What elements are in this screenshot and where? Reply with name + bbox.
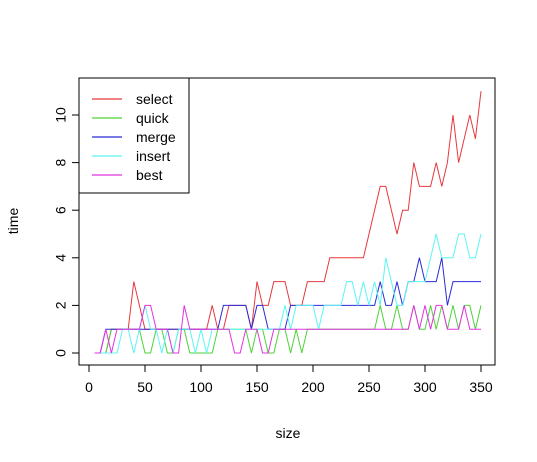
x-tick-label: 250 — [357, 379, 381, 395]
series-line-best — [94, 304, 481, 354]
series-line-merge — [94, 257, 481, 354]
y-tick-label: 8 — [53, 158, 69, 166]
series-layer — [94, 91, 482, 354]
x-tick-label: 0 — [85, 379, 93, 395]
legend-label-select: select — [136, 91, 173, 107]
x-tick-label: 200 — [301, 379, 325, 395]
legend-label-merge: merge — [136, 129, 176, 145]
y-tick-label: 0 — [53, 349, 69, 357]
y-tick-label: 6 — [53, 206, 69, 214]
legend-label-quick: quick — [136, 110, 170, 126]
legend-label-best: best — [136, 167, 163, 183]
x-tick-label: 100 — [189, 379, 213, 395]
y-axis-label: time — [5, 208, 21, 235]
series-line-insert — [94, 233, 482, 354]
legend-box — [78, 77, 190, 194]
x-tick-label: 150 — [245, 379, 269, 395]
x-axis-label: size — [276, 425, 301, 441]
x-tick-label: 300 — [413, 379, 437, 395]
y-tick-label: 2 — [53, 301, 69, 309]
y-tick-label: 10 — [53, 107, 69, 123]
x-tick-label: 350 — [469, 379, 493, 395]
legend: select quick merge insert best — [78, 77, 190, 194]
axes: 0 50 100 150 200 250 300 350 0 2 4 6 8 10 — [53, 107, 493, 395]
x-tick-label: 50 — [137, 379, 153, 395]
legend-label-insert: insert — [136, 148, 170, 164]
y-tick-label: 4 — [53, 254, 69, 262]
